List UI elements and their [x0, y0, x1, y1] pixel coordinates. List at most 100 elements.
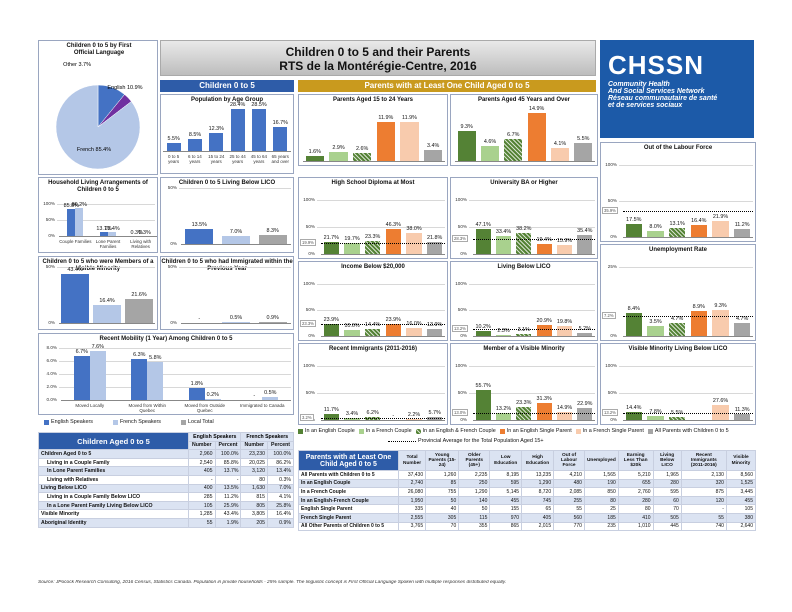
- table-cell: 185: [583, 512, 619, 523]
- table-cell: 20,025: [240, 457, 269, 468]
- table-cell: 25.9%: [214, 500, 242, 511]
- parents-45-plus-value-label: 6.7%: [507, 132, 520, 139]
- out-of-labour-force-gridline: [619, 165, 753, 166]
- parents-visible-minority-value-label: 22.9%: [577, 400, 593, 407]
- lico-chart-tick: 0%: [170, 241, 177, 246]
- visible-minority-lico-tick: 50%: [607, 390, 617, 395]
- table-cell: 155: [489, 504, 523, 514]
- parents-visible-minority-title: Member of a Visible Minority: [483, 346, 565, 352]
- minority-chart: Children 0 to 5 who were Members of a Vi…: [38, 256, 158, 330]
- household-chart: Household Living Arrangements of Childre…: [38, 177, 158, 253]
- parents-15-24-axis: [303, 161, 445, 162]
- out-of-labour-force-value-label: 11.2%: [734, 221, 750, 228]
- table-cell: 80: [583, 495, 619, 506]
- column-header: Recent Immigrants (2011-2016): [680, 450, 727, 471]
- table-cell: 7.0%: [267, 483, 294, 494]
- parents-15-24-bar: [329, 151, 348, 161]
- recent-immigrants-value-label: 3.4%: [345, 411, 359, 418]
- parents-15-24-value-label: 11.9%: [402, 115, 417, 122]
- immig-chart-gridline: [179, 267, 291, 268]
- table-cell: 2,540: [188, 457, 216, 468]
- lico-chart-value-label: 8.3%: [266, 227, 279, 234]
- table-cell: 280: [617, 495, 654, 506]
- visible-minority-lico-provincial-value: 13.2%: [602, 408, 618, 416]
- parents-45-plus-value-label: 14.9%: [529, 105, 545, 112]
- table-cell: 105: [188, 500, 216, 511]
- mobility-value-label: -: [253, 393, 256, 399]
- table-cell: 85.8%: [214, 457, 242, 468]
- pie-panel: Children 0 to 5 by First Official Langua…: [38, 40, 158, 175]
- mobility-bar: [73, 356, 90, 400]
- income-below-20k-value-label: 23.9%: [323, 316, 339, 323]
- column-header: Older Parents (45+): [458, 450, 491, 471]
- parents-15-24-bar: [305, 155, 325, 161]
- table-cell: In an English Couple: [298, 478, 399, 489]
- table-cell: 1,525: [725, 478, 757, 489]
- table-cell: Living Below LICO: [38, 483, 189, 494]
- out-of-labour-force-value-label: 16.4%: [691, 218, 707, 225]
- university-value-label: 47.1%: [475, 221, 491, 228]
- university-bar: [536, 243, 552, 254]
- parents-45-plus-value-label: 4.6%: [483, 139, 497, 146]
- table-cell: 55: [553, 504, 585, 514]
- age-bar: [209, 132, 224, 151]
- university-tick: 50%: [457, 224, 467, 229]
- lico-chart-value-label: 7.0%: [229, 229, 243, 236]
- table-cell: 355: [458, 521, 491, 532]
- parents-below-lico-bar: [577, 333, 593, 336]
- high-school-value-label: 23.3%: [365, 234, 381, 241]
- immig-chart-value-label: 0.5%: [229, 315, 243, 322]
- table-cell: 70: [425, 521, 460, 532]
- minority-chart-title: Children 0 to 5 who were Members of a Vi…: [42, 259, 154, 272]
- source-note: Source: JPocock Research Consulting, 201…: [38, 580, 507, 585]
- recent-immigrants-value-label: 6.2%: [366, 409, 379, 416]
- sub-percent: Percent: [214, 440, 242, 451]
- university-provincial-value: 28.3%: [452, 234, 468, 242]
- table-cell: 320: [680, 478, 727, 489]
- age-chart-title: Population by Age Group: [190, 97, 264, 103]
- table-cell: 2,235: [458, 470, 491, 480]
- sub-percent: Percent: [267, 440, 294, 451]
- high-school-bar: [344, 243, 360, 254]
- visible-minority-lico-bar: [733, 413, 751, 420]
- out-of-labour-force-tick: 50%: [607, 198, 617, 203]
- table-cell: 13.7%: [214, 466, 242, 476]
- recent-immigrants-tick: 50%: [305, 390, 315, 395]
- table-cell: 2,960: [188, 449, 216, 459]
- table-cell: 80: [240, 474, 269, 485]
- household-gridline: [57, 220, 155, 221]
- logo-line3: Réseau communautaire de santé: [608, 95, 718, 102]
- high-school-axis: [321, 254, 445, 255]
- table-cell: 250: [458, 478, 491, 489]
- legend-french-single: In a French Single Parent: [575, 428, 644, 434]
- table-row: Living in a Couple Family 2,540 85.8% 20,02…: [38, 457, 294, 468]
- household-gridline: [57, 204, 155, 205]
- table-cell: 25: [583, 504, 619, 514]
- legend-french: French Speakers: [112, 417, 161, 427]
- minority-chart-tick: 0%: [48, 320, 55, 325]
- parents-visible-minority-provincial-line: [473, 412, 595, 414]
- out-of-labour-force-value-label: 8.0%: [649, 224, 662, 231]
- income-below-20k-bar: [344, 330, 360, 336]
- table-row: In an English Couple 2,740 85 250 595 1,290 48…: [298, 478, 757, 489]
- income-below-20k-value-label: 16.0%: [406, 320, 422, 327]
- parents-below-lico-provincial-value: 13.2%: [452, 325, 468, 333]
- parents-below-lico-bar: [536, 325, 552, 336]
- minority-chart-value-label: 16.4%: [99, 297, 115, 304]
- unemployment-rate-value-label: 9.3%: [714, 303, 727, 310]
- table-cell: 115: [458, 512, 491, 523]
- parents-visible-minority-bar: [556, 411, 573, 420]
- parents-below-lico-value-label: 10.2%: [475, 323, 491, 330]
- table-cell: 85: [425, 478, 460, 489]
- university-bar: [495, 235, 512, 254]
- university-title: University BA or Higher: [490, 180, 558, 186]
- table-cell: 26,080: [397, 487, 427, 497]
- income-below-20k-provincial-value: 23.3%: [300, 319, 316, 327]
- income-below-20k-gridline: [317, 310, 445, 311]
- mobility-bar: [89, 350, 106, 400]
- household-value-label: 13.4%: [104, 225, 120, 232]
- age-chart: Population by Age Group 5.5% 8.5% 12.3% 28.4…: [160, 94, 294, 174]
- university-bar: [475, 228, 491, 254]
- table-cell: 55: [680, 512, 727, 523]
- parents-visible-minority-bar: [536, 403, 552, 420]
